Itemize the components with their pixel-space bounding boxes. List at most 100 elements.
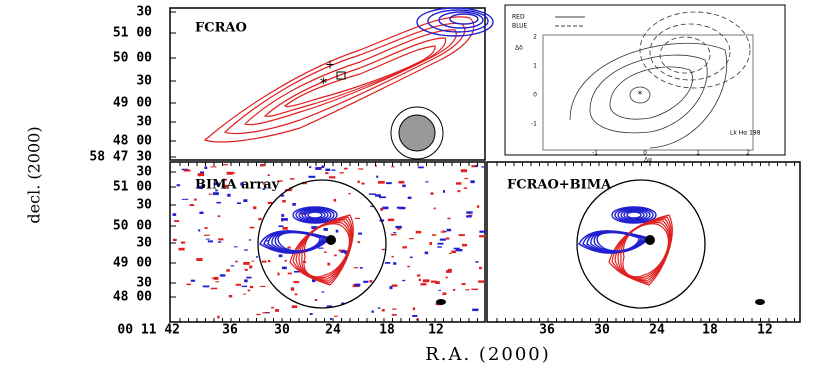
speckle xyxy=(202,285,210,288)
speckle xyxy=(437,246,442,248)
speckle xyxy=(311,279,316,283)
panel-frame xyxy=(169,7,486,161)
speckle xyxy=(265,240,269,242)
speckle xyxy=(253,206,257,210)
y-tick-label: 30 xyxy=(136,115,152,130)
beam-outline xyxy=(390,106,444,160)
noise-speckle xyxy=(172,164,487,321)
red-contours xyxy=(203,16,475,143)
y-tick-label: 48 00 xyxy=(113,290,152,305)
speckle xyxy=(382,206,389,210)
speckle xyxy=(197,173,205,177)
speckle xyxy=(395,225,402,229)
speckle xyxy=(479,235,486,238)
speckle xyxy=(476,205,480,208)
speckle xyxy=(334,315,338,317)
speckle xyxy=(218,238,224,241)
speckle xyxy=(416,318,419,321)
y-tick-label: 30 xyxy=(136,5,152,20)
speckle xyxy=(451,250,456,253)
legend-label: RED xyxy=(512,14,525,21)
speckle xyxy=(194,198,197,201)
x-tick-label: 00 11 42 xyxy=(117,323,180,338)
speckle xyxy=(465,289,470,291)
speckle xyxy=(315,167,322,170)
blue-contour xyxy=(626,211,642,219)
y-tick-label: 50 00 xyxy=(113,51,152,66)
speckle xyxy=(391,166,395,168)
speckle xyxy=(446,228,452,232)
blue-contour xyxy=(304,210,326,220)
speckle xyxy=(425,181,429,183)
speckle xyxy=(189,204,195,207)
speckle xyxy=(228,294,233,298)
speckle xyxy=(204,166,208,170)
speckle xyxy=(402,279,406,282)
speckle xyxy=(244,268,248,271)
speckle xyxy=(479,266,482,270)
speckle xyxy=(481,166,484,168)
speckle xyxy=(325,172,329,175)
speckle xyxy=(402,184,406,188)
speckle xyxy=(389,286,393,290)
speckle xyxy=(290,287,295,291)
blue-contour xyxy=(611,206,657,224)
core xyxy=(326,235,336,245)
speckle xyxy=(226,269,230,272)
speckle xyxy=(243,261,250,265)
speckle xyxy=(301,181,307,185)
speckle xyxy=(176,184,181,187)
speckle xyxy=(196,258,203,261)
speckle xyxy=(199,211,204,214)
blue-contour xyxy=(295,207,335,223)
speckle xyxy=(445,270,452,273)
panel-label: FCRAO xyxy=(195,21,247,36)
star-marker: * xyxy=(638,91,643,101)
speckle xyxy=(262,183,266,185)
speckle xyxy=(258,217,262,221)
speckle xyxy=(282,226,288,230)
speckle xyxy=(181,168,189,171)
speckle xyxy=(357,241,361,244)
speckle xyxy=(368,193,376,195)
speckle xyxy=(455,182,462,185)
speckle xyxy=(217,215,221,217)
speckle xyxy=(328,176,336,179)
speckle xyxy=(248,239,252,241)
inset-x-tick: 1 xyxy=(696,150,700,157)
blue-contour xyxy=(307,211,323,219)
speckle xyxy=(431,234,437,236)
speckle xyxy=(235,260,238,263)
inset-x-label: Δα xyxy=(644,157,652,164)
primary-beam xyxy=(576,179,706,309)
speckle xyxy=(294,293,298,296)
speckle xyxy=(318,247,324,249)
speckle xyxy=(215,189,218,192)
speckle xyxy=(314,299,318,302)
inset-frame xyxy=(504,4,786,156)
speckle xyxy=(457,190,461,193)
speckle xyxy=(222,178,228,181)
speckle xyxy=(462,243,468,247)
inset-x-tick: 0 xyxy=(643,150,647,157)
speckle xyxy=(309,313,313,315)
panel-frame xyxy=(486,161,801,323)
blue-contour xyxy=(301,209,329,221)
speckle xyxy=(446,237,450,240)
speckle xyxy=(249,226,255,229)
speckle xyxy=(348,192,351,195)
speckle xyxy=(249,285,254,289)
x-tick-label: 12 xyxy=(757,323,773,338)
speckle xyxy=(387,218,395,222)
blue-contour xyxy=(596,231,640,252)
speckle xyxy=(181,198,189,200)
speckle xyxy=(186,283,191,286)
speckle xyxy=(438,289,441,291)
speckle xyxy=(407,265,410,268)
square-marker xyxy=(336,71,346,80)
speckle xyxy=(268,260,271,263)
speckle xyxy=(215,281,220,283)
speckle xyxy=(416,274,421,277)
speckle xyxy=(340,250,348,253)
